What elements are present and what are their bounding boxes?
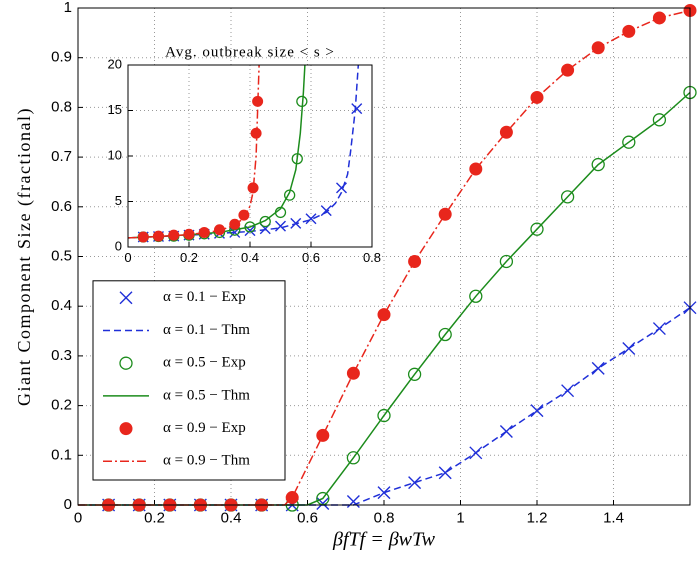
x-tick-label: 1 <box>456 509 464 526</box>
legend-label: α = 0.5 − Thm <box>163 387 250 403</box>
x-tick-label: 1.4 <box>603 509 624 526</box>
marker-circle <box>499 254 514 269</box>
axes-frame <box>127 64 373 248</box>
y-tick-label: 10 <box>108 147 122 162</box>
x-tick-label: 1.2 <box>527 509 548 526</box>
y-tick-label: 0.7 <box>51 148 72 165</box>
legend-label: α = 0.9 − Exp <box>163 420 246 436</box>
y-tick-label: 0.5 <box>51 247 72 264</box>
x-tick-label: 0.2 <box>180 250 198 265</box>
legend-label: α = 0.9 − Thm <box>163 453 250 469</box>
marker-x <box>408 476 422 490</box>
marker-x <box>305 213 317 225</box>
marker-x <box>591 361 605 375</box>
x-tick-label: 0.4 <box>241 250 259 265</box>
legend-label: α = 0.5 − Exp <box>163 355 246 371</box>
marker-x <box>346 495 360 509</box>
marker-dot <box>346 366 360 380</box>
x-tick-label: 0 <box>74 509 82 526</box>
marker-dot <box>229 218 241 230</box>
marker-x <box>119 291 133 305</box>
x-tick-label: 0.6 <box>302 250 320 265</box>
marker-circle <box>622 135 636 149</box>
chart-title: Avg. outbreak size < s > <box>165 44 335 60</box>
y-tick-label: 15 <box>108 102 122 117</box>
marker-circle <box>259 215 271 228</box>
x-tick-label: 0.2 <box>144 509 165 526</box>
series-line <box>127 64 260 239</box>
marker-circle <box>560 190 575 204</box>
legend-box <box>92 280 286 481</box>
y-tick-label: 0.9 <box>51 49 72 66</box>
marker-circle <box>346 451 361 465</box>
marker-x <box>530 404 544 418</box>
marker-circle <box>469 289 483 303</box>
marker-x <box>320 205 332 217</box>
marker-circle <box>377 408 391 423</box>
marker-circle <box>438 327 452 342</box>
x-tick-label: 0.8 <box>374 509 395 526</box>
x-tick-label: 0.8 <box>363 250 381 265</box>
marker-circle <box>119 356 133 370</box>
y-tick-label: 20 <box>108 56 122 71</box>
x-tick-label: 0 <box>124 250 131 265</box>
x-axis-label: βfTf = βwTw <box>332 529 436 551</box>
y-tick-label: 1 <box>64 0 72 16</box>
marker-dot <box>316 428 330 442</box>
y-tick-label: 0.4 <box>51 297 72 314</box>
y-tick-label: 0 <box>115 238 122 253</box>
marker-dot <box>561 63 575 77</box>
marker-circle <box>244 221 256 233</box>
marker-circle <box>591 157 605 172</box>
marker-x <box>438 466 452 480</box>
marker-circle <box>652 113 667 127</box>
series-line <box>78 91 691 506</box>
series-line <box>78 307 691 506</box>
y-tick-label: 0.1 <box>51 446 72 463</box>
y-axis-label: Giant Component Size (fractional) <box>14 107 35 406</box>
y-tick-label: 0.2 <box>51 397 72 414</box>
marker-dot <box>247 182 259 194</box>
y-tick-label: 5 <box>115 193 122 208</box>
marker-dot <box>119 422 133 436</box>
marker-x <box>275 220 286 232</box>
y-tick-label: 0.8 <box>51 98 72 115</box>
x-tick-label: 0.4 <box>221 509 242 526</box>
y-tick-label: 0 <box>64 496 72 513</box>
marker-x <box>351 103 363 115</box>
marker-circle <box>530 222 544 236</box>
y-tick-label: 0.3 <box>51 347 72 364</box>
marker-circle <box>407 367 422 381</box>
legend-label: α = 0.1 − Thm <box>163 322 250 338</box>
y-tick-label: 0.6 <box>51 198 72 215</box>
marker-dot <box>214 224 225 236</box>
series-line <box>78 9 691 506</box>
axes-frame <box>77 7 691 506</box>
legend-label: α = 0.1 − Exp <box>163 289 246 305</box>
x-tick-label: 0.6 <box>297 509 318 526</box>
